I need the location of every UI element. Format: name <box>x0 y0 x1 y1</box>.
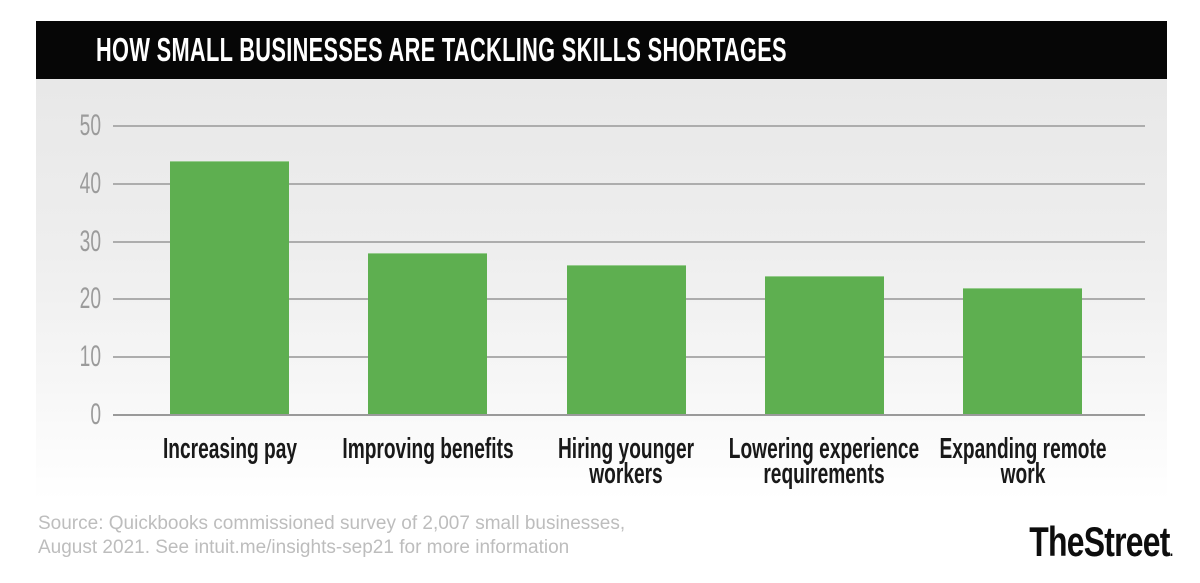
bar-3 <box>764 276 884 415</box>
chart-title: HOW SMALL BUSINESSES ARE TACKLING SKILLS… <box>96 31 787 68</box>
bar-0 <box>170 160 289 415</box>
source-note: Source: Quickbooks commissioned survey o… <box>38 512 625 560</box>
plot-area: 50 40 30 20 10 0 <box>80 111 1145 430</box>
chart-card: 50 40 30 20 10 0 Increasing pay Improving bene… <box>36 79 1167 509</box>
thestreet-logo-text: TheStreet <box>1028 518 1170 565</box>
gridline-y-50 <box>113 125 1145 127</box>
y-tick-label-10: 10 <box>79 340 101 374</box>
bar-1 <box>368 253 488 415</box>
category-label-3: Lowering experience requirements <box>729 433 920 490</box>
category-label-2: Hiring younger workers <box>558 433 695 490</box>
chart-title-bar: HOW SMALL BUSINESSES ARE TACKLING SKILLS… <box>36 21 1167 79</box>
category-label-0: Increasing pay <box>162 433 297 465</box>
gridline-y-40 <box>113 182 1145 185</box>
y-tick-label-30: 30 <box>79 224 101 258</box>
x-axis-line <box>113 414 1145 416</box>
category-label-1: Improving benefits <box>342 433 514 465</box>
bar-4 <box>963 287 1083 415</box>
source-line-2: August 2021. See intuit.me/insights-sep2… <box>38 537 570 558</box>
source-line-1: Source: Quickbooks commissioned survey o… <box>38 513 626 534</box>
y-tick-label-20: 20 <box>79 282 101 316</box>
gridline-y-30 <box>113 240 1145 243</box>
y-tick-label-50: 50 <box>79 109 101 142</box>
thestreet-logo-dot: . <box>1169 541 1173 560</box>
y-tick-label-40: 40 <box>79 166 101 200</box>
category-label-4: Expanding remote work <box>939 433 1107 490</box>
y-tick-label-0: 0 <box>90 398 101 431</box>
thestreet-logo: TheStreet. <box>1028 518 1173 566</box>
bar-2 <box>566 264 686 415</box>
